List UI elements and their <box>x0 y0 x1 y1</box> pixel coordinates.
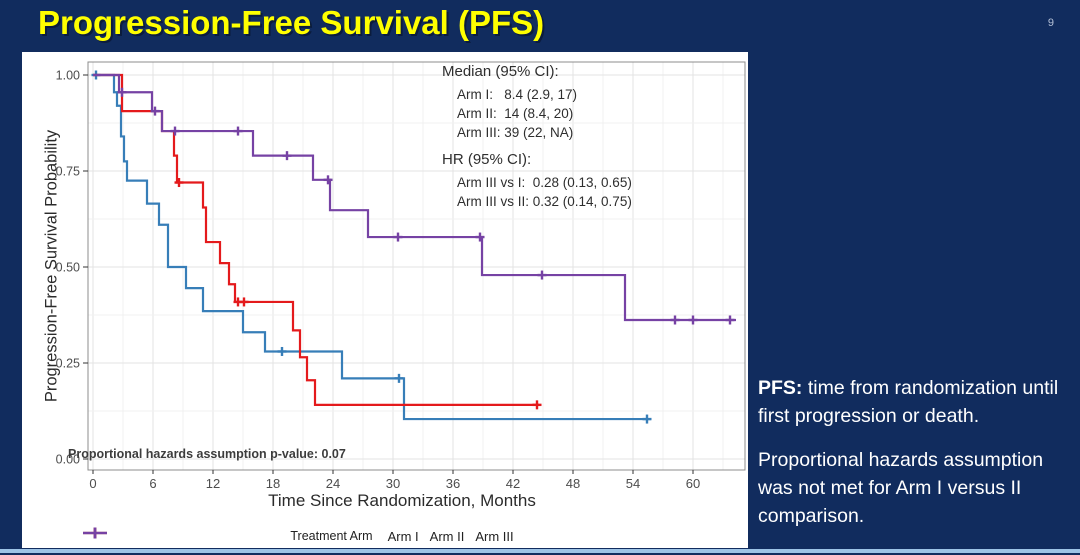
svg-text:6: 6 <box>149 476 156 491</box>
legend-item-arm-ii: Arm II <box>83 527 465 544</box>
svg-text:42: 42 <box>506 476 520 491</box>
legend-item-arm-i: Arm I <box>83 527 419 544</box>
median-arm-i: Arm I: 8.4 (2.9, 17) <box>457 87 578 102</box>
svg-text:60: 60 <box>686 476 700 491</box>
median-annotation-block: Median (95% CI): Arm I: 8.4 (2.9, 17) Ar… <box>442 63 577 142</box>
pfs-definition-body: time from randomization until first prog… <box>758 377 1059 428</box>
svg-text:18: 18 <box>266 476 280 491</box>
svg-text:24: 24 <box>326 476 340 491</box>
ph-assumption-note: Proportional hazards assumption p-value:… <box>68 447 346 461</box>
svg-text:54: 54 <box>626 476 640 491</box>
slide-title: Progression-Free Survival (PFS) <box>38 4 545 41</box>
legend-label-arm-ii: Arm II <box>429 528 465 544</box>
bottom-accent-strip <box>0 549 1080 553</box>
svg-text:30: 30 <box>386 476 400 491</box>
svg-text:36: 36 <box>446 476 460 491</box>
svg-text:12: 12 <box>206 476 220 491</box>
pfs-definition: PFS: time from randomization until first… <box>758 374 1074 430</box>
svg-text:48: 48 <box>566 476 580 491</box>
hr-arm-iii-vs-ii: Arm III vs II: 0.32 (0.14, 0.75) <box>457 194 632 209</box>
svg-text:0.25: 0.25 <box>56 357 80 371</box>
x-axis-title: Time Since Randomization, Months <box>268 491 536 510</box>
page-number: 9 <box>1047 17 1054 29</box>
svg-text:0: 0 <box>89 476 96 491</box>
svg-text:0.00: 0.00 <box>56 453 80 467</box>
svg-text:0.50: 0.50 <box>56 261 80 275</box>
legend: Treatment Arm Arm I Arm II <box>82 526 722 546</box>
svg-text:0.75: 0.75 <box>56 165 80 179</box>
svg-text:1.00: 1.00 <box>56 69 80 83</box>
y-axis-title: Progression-Free Survival Probability <box>42 129 61 403</box>
hr-annotation-block: HR (95% CI): Arm III vs I: 0.28 (0.13, 0… <box>442 151 632 211</box>
median-annotation-header: Median (95% CI): <box>442 63 559 80</box>
legend-label-arm-iii: Arm III <box>475 528 514 544</box>
pfs-definition-label: PFS: <box>758 377 803 399</box>
median-arm-ii: Arm II: 14 (8.4, 20) <box>457 106 574 121</box>
legend-label-arm-i: Arm I <box>387 528 419 544</box>
km-chart-panel: 0 6 12 18 24 30 36 42 48 54 60 0.00 0.25 0.50 0.75 1.00… <box>22 52 748 548</box>
legend-item-arm-iii: Arm III <box>83 527 514 544</box>
km-plot: 0 6 12 18 24 30 36 42 48 54 60 0.00 0.25 0.50 0.75 1.00 <box>56 61 746 491</box>
legend-title: Treatment Arm <box>290 529 373 543</box>
side-note: PFS: time from randomization until first… <box>758 374 1074 530</box>
ph-assumption-comment: Proportional hazards assumption was not … <box>758 449 1044 528</box>
hr-arm-iii-vs-i: Arm III vs I: 0.28 (0.13, 0.65) <box>457 175 632 190</box>
hr-annotation-header: HR (95% CI): <box>442 151 532 168</box>
arm-iii-line-plus-icon <box>83 527 107 539</box>
median-arm-iii: Arm III: 39 (22, NA) <box>457 125 574 140</box>
